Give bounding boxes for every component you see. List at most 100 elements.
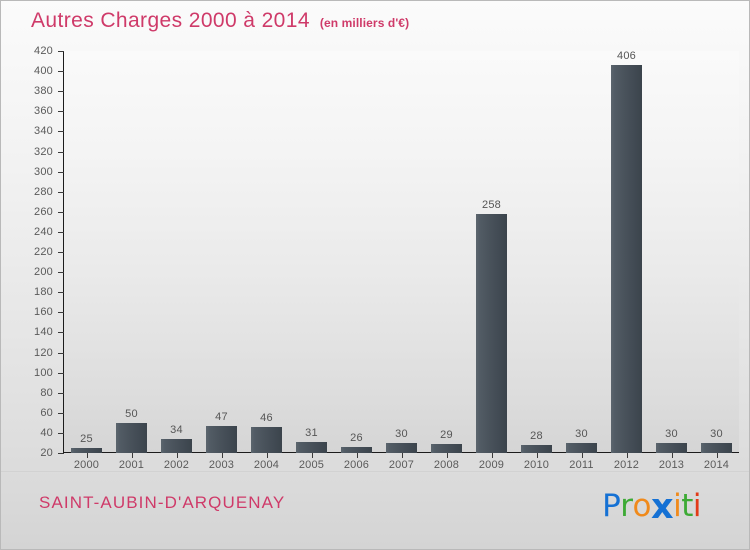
x-axis-label: 2013	[658, 459, 685, 471]
bar-value-label: 30	[395, 427, 408, 440]
x-tick-mark	[86, 453, 88, 458]
x-axis-label: 2014	[703, 459, 730, 471]
x-tick-mark	[581, 453, 583, 458]
x-axis-label: 2004	[253, 459, 280, 471]
logo-letter-r: r	[620, 488, 633, 524]
x-axis-label: 2001	[118, 459, 145, 471]
y-tick-label: 220	[34, 246, 53, 258]
y-tick-mark	[58, 71, 64, 73]
bar[interactable]	[161, 438, 192, 453]
y-tick-mark	[58, 131, 64, 133]
y-tick-mark	[58, 111, 64, 113]
bar-value-label: 50	[125, 407, 138, 420]
bar-value-label: 30	[665, 427, 678, 440]
y-tick-mark	[58, 453, 64, 454]
bar-value-label: 30	[575, 427, 588, 440]
x-axis-label: 2000	[73, 459, 100, 471]
bar-value-label: 28	[530, 429, 543, 442]
y-tick-mark	[58, 51, 64, 52]
bar[interactable]	[611, 65, 642, 453]
y-tick-label: 400	[34, 65, 53, 78]
bar-value-label: 46	[260, 411, 273, 424]
x-axis-label: 2006	[343, 459, 370, 471]
y-tick-mark	[58, 412, 64, 414]
bar-value-label: 258	[482, 198, 501, 211]
bar[interactable]	[476, 213, 507, 453]
y-tick-mark	[58, 372, 64, 374]
y-tick-label: 180	[34, 286, 53, 299]
x-axis-label: 2012	[613, 459, 640, 471]
bar[interactable]	[656, 442, 687, 453]
bar-value-label: 47	[215, 410, 228, 423]
page-title: Autres Charges 2000 à 2014	[31, 9, 310, 32]
logo-letter-t: t	[681, 488, 693, 524]
y-tick-label: 120	[34, 346, 53, 359]
bar[interactable]	[431, 443, 462, 453]
y-tick-label: 80	[40, 386, 53, 399]
x-tick-mark	[311, 453, 313, 458]
bar-value-label: 30	[710, 427, 723, 440]
bar-value-label: 31	[305, 426, 318, 439]
y-tick-label: 40	[40, 426, 53, 439]
footer-divider	[1, 471, 749, 472]
y-tick-mark	[58, 231, 64, 233]
bar-value-label: 406	[617, 50, 636, 63]
y-tick-mark	[58, 352, 64, 354]
bar-value-label: 25	[80, 432, 93, 445]
x-axis-label: 2009	[478, 459, 505, 471]
x-tick-mark	[491, 453, 493, 458]
bar[interactable]	[116, 422, 147, 453]
bar[interactable]	[251, 426, 282, 453]
city-name-label: SAINT-AUBIN-D'ARQUENAY	[39, 493, 286, 512]
y-tick-mark	[58, 191, 64, 193]
x-axis-label: 2005	[298, 459, 325, 471]
x-tick-mark	[131, 453, 133, 458]
y-tick-label: 100	[34, 366, 53, 379]
x-axis-label: 2002	[163, 459, 190, 471]
logo-letter-i2: i	[692, 488, 702, 524]
bar[interactable]	[296, 441, 327, 453]
bar[interactable]	[521, 444, 552, 453]
logo-letter-p: P	[602, 488, 621, 524]
bar[interactable]	[386, 442, 417, 453]
y-tick-mark	[58, 252, 64, 253]
bar[interactable]	[701, 442, 732, 453]
x-axis-label: 2011	[569, 459, 594, 471]
y-tick-label: 380	[34, 85, 53, 98]
x-tick-mark	[176, 453, 178, 458]
x-tick-mark	[356, 453, 358, 458]
bar-value-label: 26	[350, 431, 363, 444]
y-tick-mark	[58, 392, 64, 394]
y-tick-mark	[58, 211, 64, 213]
y-tick-label: 320	[34, 145, 53, 158]
proxiti-logo[interactable]: Proxiti	[602, 485, 702, 527]
bar[interactable]	[71, 447, 102, 453]
x-tick-mark	[536, 453, 538, 458]
bar[interactable]	[341, 446, 372, 453]
y-tick-label: 60	[40, 406, 53, 419]
chart-footer: SAINT-AUBIN-D'ARQUENAY Proxiti	[1, 471, 749, 549]
x-axis-label: 2010	[523, 459, 550, 471]
y-tick-mark	[58, 171, 64, 173]
x-tick-mark	[221, 453, 223, 458]
x-tick-mark	[671, 453, 673, 458]
y-tick-mark	[58, 332, 64, 334]
x-tick-mark	[266, 453, 268, 458]
logo-letter-i1: i	[673, 488, 682, 524]
bar[interactable]	[206, 425, 237, 453]
y-tick-label: 260	[34, 205, 53, 218]
x-tick-mark	[446, 453, 448, 458]
y-tick-mark	[58, 272, 64, 274]
x-axis-label: 2008	[433, 459, 460, 471]
bar-value-label: 34	[170, 423, 183, 436]
y-tick-mark	[58, 432, 64, 434]
y-tick-label: 240	[34, 225, 53, 238]
x-tick-mark	[716, 453, 718, 458]
y-tick-label: 160	[34, 306, 53, 319]
chart-subtitle: (en milliers d'€)	[319, 16, 410, 30]
bar-value-label: 29	[440, 428, 453, 441]
y-tick-label: 420	[34, 45, 53, 57]
bar[interactable]	[566, 442, 597, 453]
y-tick-mark	[58, 312, 64, 314]
